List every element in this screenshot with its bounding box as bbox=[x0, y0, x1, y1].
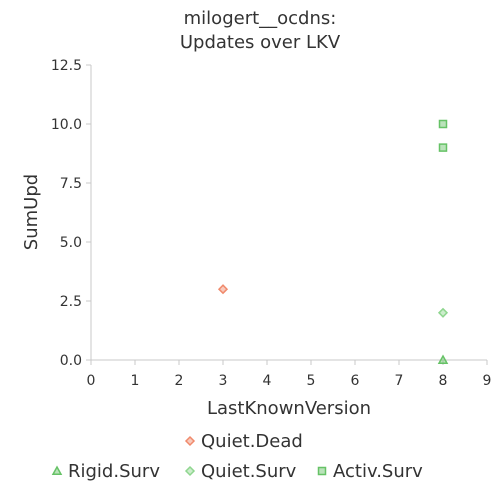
x-tick-label: 3 bbox=[219, 373, 228, 389]
y-tick-label: 10.0 bbox=[51, 117, 82, 133]
legend-label: Rigid.Surv bbox=[68, 461, 160, 482]
data-point bbox=[438, 119, 448, 129]
data-point bbox=[438, 143, 448, 152]
y-tick-label: 5.0 bbox=[60, 235, 82, 251]
legend-marker bbox=[184, 465, 196, 477]
chart-title-line-2: Updates over LKV bbox=[180, 32, 341, 53]
legend-marker bbox=[51, 465, 63, 475]
y-tick-label: 0.0 bbox=[60, 353, 82, 369]
y-tick-label: 2.5 bbox=[60, 294, 82, 310]
legend-marker bbox=[184, 435, 196, 447]
x-axis-label: LastKnownVersion bbox=[207, 398, 371, 419]
y-tick-label: 7.5 bbox=[60, 176, 82, 192]
x-tick-label: 8 bbox=[439, 373, 448, 389]
x-tick-label: 0 bbox=[87, 373, 96, 389]
x-tick-label: 9 bbox=[483, 373, 492, 389]
legend: Quiet.Dead Rigid.Surv Quiet.Surv Activ.Surv bbox=[51, 431, 423, 482]
plot-area: 0 1 2 3 4 5 6 7 8 9 0.0 2.5 5.0 7.5 10.0 12.5 bbox=[51, 58, 492, 389]
y-tick-label: 12.5 bbox=[51, 58, 82, 74]
data-point bbox=[437, 354, 449, 364]
x-tick-label: 7 bbox=[395, 373, 404, 389]
legend-label: Quiet.Surv bbox=[201, 461, 297, 482]
data-point bbox=[217, 284, 229, 295]
legend-label: Activ.Surv bbox=[333, 461, 423, 482]
data-point bbox=[437, 307, 449, 318]
legend-label: Quiet.Dead bbox=[201, 431, 303, 452]
legend-marker bbox=[317, 466, 327, 476]
x-tick-label: 5 bbox=[307, 373, 316, 389]
x-tick-label: 2 bbox=[175, 373, 184, 389]
chart-title-line-1: milogert__ocdns: bbox=[184, 8, 337, 29]
x-tick-label: 6 bbox=[351, 373, 360, 389]
y-axis-label: SumUpd bbox=[21, 174, 42, 250]
x-tick-label: 4 bbox=[263, 373, 272, 389]
x-tick-label: 1 bbox=[131, 373, 140, 389]
